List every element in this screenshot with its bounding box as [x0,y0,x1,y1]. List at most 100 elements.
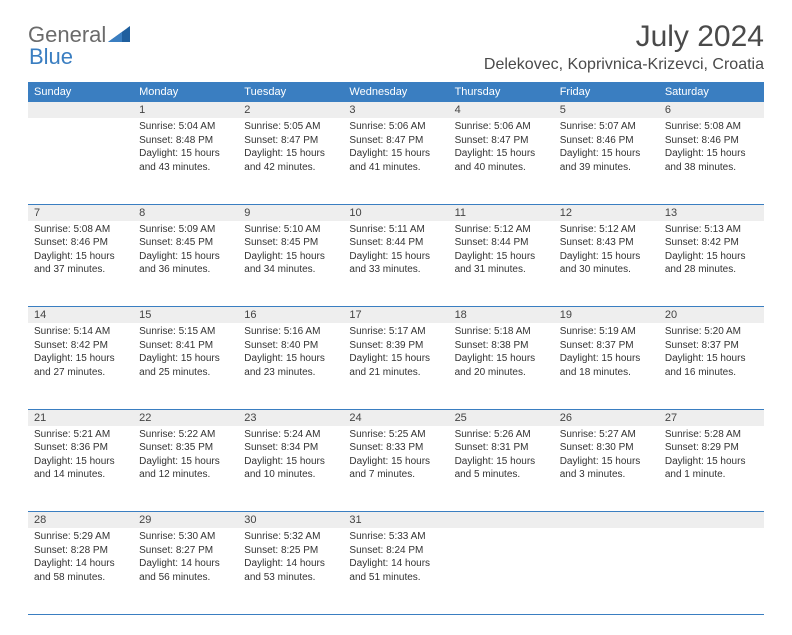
day-number: 12 [554,204,659,221]
sunrise-text: Sunrise: 5:25 AM [349,428,442,442]
sunrise-text: Sunrise: 5:33 AM [349,530,442,544]
daylight-text-2: and 40 minutes. [455,161,548,175]
daylight-text-2: and 12 minutes. [139,468,232,482]
sunrise-text: Sunrise: 5:11 AM [349,223,442,237]
day-cell-content: Sunrise: 5:25 AMSunset: 8:33 PMDaylight:… [343,426,448,486]
daylight-text-1: Daylight: 15 hours [244,147,337,161]
day-cell: Sunrise: 5:11 AMSunset: 8:44 PMDaylight:… [343,221,448,307]
day-cell: Sunrise: 5:28 AMSunset: 8:29 PMDaylight:… [659,426,764,512]
daylight-text-2: and 42 minutes. [244,161,337,175]
daylight-text-2: and 28 minutes. [665,263,758,277]
logo-triangle-icon [108,26,130,44]
weekday-header: Monday [133,82,238,102]
day-number: 28 [28,512,133,529]
daylight-text-2: and 51 minutes. [349,571,442,585]
day-cell-content: Sunrise: 5:33 AMSunset: 8:24 PMDaylight:… [343,528,448,588]
daylight-text-2: and 38 minutes. [665,161,758,175]
daylight-text-1: Daylight: 15 hours [34,250,127,264]
daylight-text-1: Daylight: 15 hours [665,250,758,264]
sunrise-text: Sunrise: 5:15 AM [139,325,232,339]
sunrise-text: Sunrise: 5:07 AM [560,120,653,134]
day-cell: Sunrise: 5:27 AMSunset: 8:30 PMDaylight:… [554,426,659,512]
day-cell [28,118,133,204]
day-number: 17 [343,307,448,324]
daylight-text-2: and 3 minutes. [560,468,653,482]
calendar-page: General July 2024 Delekovec, Koprivnica-… [0,0,792,635]
sunset-text: Sunset: 8:41 PM [139,339,232,353]
sunrise-text: Sunrise: 5:20 AM [665,325,758,339]
day-cell: Sunrise: 5:07 AMSunset: 8:46 PMDaylight:… [554,118,659,204]
day-cell-content: Sunrise: 5:12 AMSunset: 8:43 PMDaylight:… [554,221,659,281]
daylight-text-2: and 7 minutes. [349,468,442,482]
day-number [28,102,133,118]
logo-text-blue: Blue [29,44,73,69]
weekday-header: Sunday [28,82,133,102]
daylight-text-1: Daylight: 15 hours [665,455,758,469]
day-cell-content: Sunrise: 5:11 AMSunset: 8:44 PMDaylight:… [343,221,448,281]
day-cell-content: Sunrise: 5:06 AMSunset: 8:47 PMDaylight:… [343,118,448,178]
weekday-header: Tuesday [238,82,343,102]
day-number: 27 [659,409,764,426]
day-cell: Sunrise: 5:20 AMSunset: 8:37 PMDaylight:… [659,323,764,409]
sunrise-text: Sunrise: 5:12 AM [455,223,548,237]
daylight-text-1: Daylight: 15 hours [34,352,127,366]
sunrise-text: Sunrise: 5:08 AM [34,223,127,237]
day-cell: Sunrise: 5:16 AMSunset: 8:40 PMDaylight:… [238,323,343,409]
day-cell [449,528,554,614]
weekday-header: Saturday [659,82,764,102]
sunrise-text: Sunrise: 5:05 AM [244,120,337,134]
daylight-text-1: Daylight: 15 hours [665,147,758,161]
sunset-text: Sunset: 8:46 PM [665,134,758,148]
day-cell-content: Sunrise: 5:26 AMSunset: 8:31 PMDaylight:… [449,426,554,486]
sunset-text: Sunset: 8:39 PM [349,339,442,353]
day-cell: Sunrise: 5:24 AMSunset: 8:34 PMDaylight:… [238,426,343,512]
day-number: 30 [238,512,343,529]
daylight-text-1: Daylight: 15 hours [139,250,232,264]
daylight-text-1: Daylight: 15 hours [139,455,232,469]
sunset-text: Sunset: 8:47 PM [349,134,442,148]
day-cell: Sunrise: 5:33 AMSunset: 8:24 PMDaylight:… [343,528,448,614]
daylight-text-1: Daylight: 15 hours [139,352,232,366]
day-number [659,512,764,529]
sunrise-text: Sunrise: 5:26 AM [455,428,548,442]
daylight-text-2: and 39 minutes. [560,161,653,175]
daynum-row: 21222324252627 [28,409,764,426]
day-cell-content: Sunrise: 5:21 AMSunset: 8:36 PMDaylight:… [28,426,133,486]
header-row: General July 2024 Delekovec, Koprivnica-… [28,20,764,74]
day-cell: Sunrise: 5:25 AMSunset: 8:33 PMDaylight:… [343,426,448,512]
day-cell-content: Sunrise: 5:05 AMSunset: 8:47 PMDaylight:… [238,118,343,178]
daylight-text-2: and 27 minutes. [34,366,127,380]
sunrise-text: Sunrise: 5:06 AM [455,120,548,134]
day-number: 21 [28,409,133,426]
title-block: July 2024 Delekovec, Koprivnica-Krizevci… [484,20,764,74]
day-cell: Sunrise: 5:22 AMSunset: 8:35 PMDaylight:… [133,426,238,512]
daylight-text-2: and 41 minutes. [349,161,442,175]
daylight-text-1: Daylight: 15 hours [139,147,232,161]
daylight-text-2: and 30 minutes. [560,263,653,277]
day-cell: Sunrise: 5:19 AMSunset: 8:37 PMDaylight:… [554,323,659,409]
day-cell-content: Sunrise: 5:04 AMSunset: 8:48 PMDaylight:… [133,118,238,178]
month-title: July 2024 [484,20,764,54]
day-cell-content: Sunrise: 5:19 AMSunset: 8:37 PMDaylight:… [554,323,659,383]
day-cell-content: Sunrise: 5:24 AMSunset: 8:34 PMDaylight:… [238,426,343,486]
day-number: 29 [133,512,238,529]
daylight-text-2: and 43 minutes. [139,161,232,175]
day-cell-content: Sunrise: 5:10 AMSunset: 8:45 PMDaylight:… [238,221,343,281]
sunrise-text: Sunrise: 5:12 AM [560,223,653,237]
day-cell-content: Sunrise: 5:28 AMSunset: 8:29 PMDaylight:… [659,426,764,486]
day-number: 11 [449,204,554,221]
sunset-text: Sunset: 8:34 PM [244,441,337,455]
daylight-text-1: Daylight: 15 hours [244,455,337,469]
weekday-header-row: SundayMondayTuesdayWednesdayThursdayFrid… [28,82,764,102]
daylight-text-1: Daylight: 14 hours [244,557,337,571]
sunrise-text: Sunrise: 5:27 AM [560,428,653,442]
sunrise-text: Sunrise: 5:13 AM [665,223,758,237]
sunset-text: Sunset: 8:46 PM [34,236,127,250]
day-cell: Sunrise: 5:04 AMSunset: 8:48 PMDaylight:… [133,118,238,204]
daylight-text-2: and 18 minutes. [560,366,653,380]
daylight-text-2: and 56 minutes. [139,571,232,585]
day-cell-content: Sunrise: 5:08 AMSunset: 8:46 PMDaylight:… [659,118,764,178]
day-number: 31 [343,512,448,529]
sunset-text: Sunset: 8:25 PM [244,544,337,558]
daylight-text-2: and 31 minutes. [455,263,548,277]
